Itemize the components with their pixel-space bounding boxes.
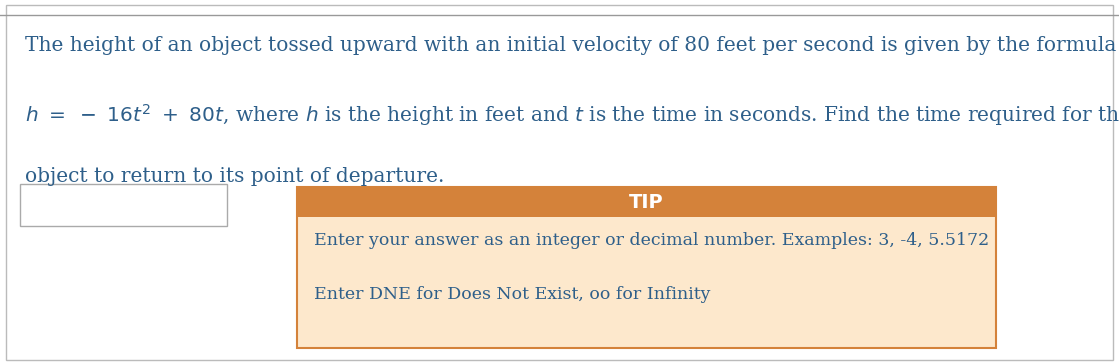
FancyBboxPatch shape [297,187,996,217]
Text: The height of an object tossed upward with an initial velocity of 80 feet per se: The height of an object tossed upward wi… [25,36,1116,55]
Text: Enter your answer as an integer or decimal number. Examples: 3, -4, 5.5172: Enter your answer as an integer or decim… [314,232,989,249]
Text: object to return to its point of departure.: object to return to its point of departu… [25,167,444,186]
Text: $h$$\ =\ -\ 16t^2\ +\ 80t$, where $h$ is the height in feet and $t$ is the time : $h$$\ =\ -\ 16t^2\ +\ 80t$, where $h$ is… [25,102,1119,128]
Text: TIP: TIP [629,193,664,212]
FancyBboxPatch shape [20,184,227,226]
Text: Enter DNE for Does Not Exist, oo for Infinity: Enter DNE for Does Not Exist, oo for Inf… [314,286,711,303]
FancyBboxPatch shape [297,187,996,348]
